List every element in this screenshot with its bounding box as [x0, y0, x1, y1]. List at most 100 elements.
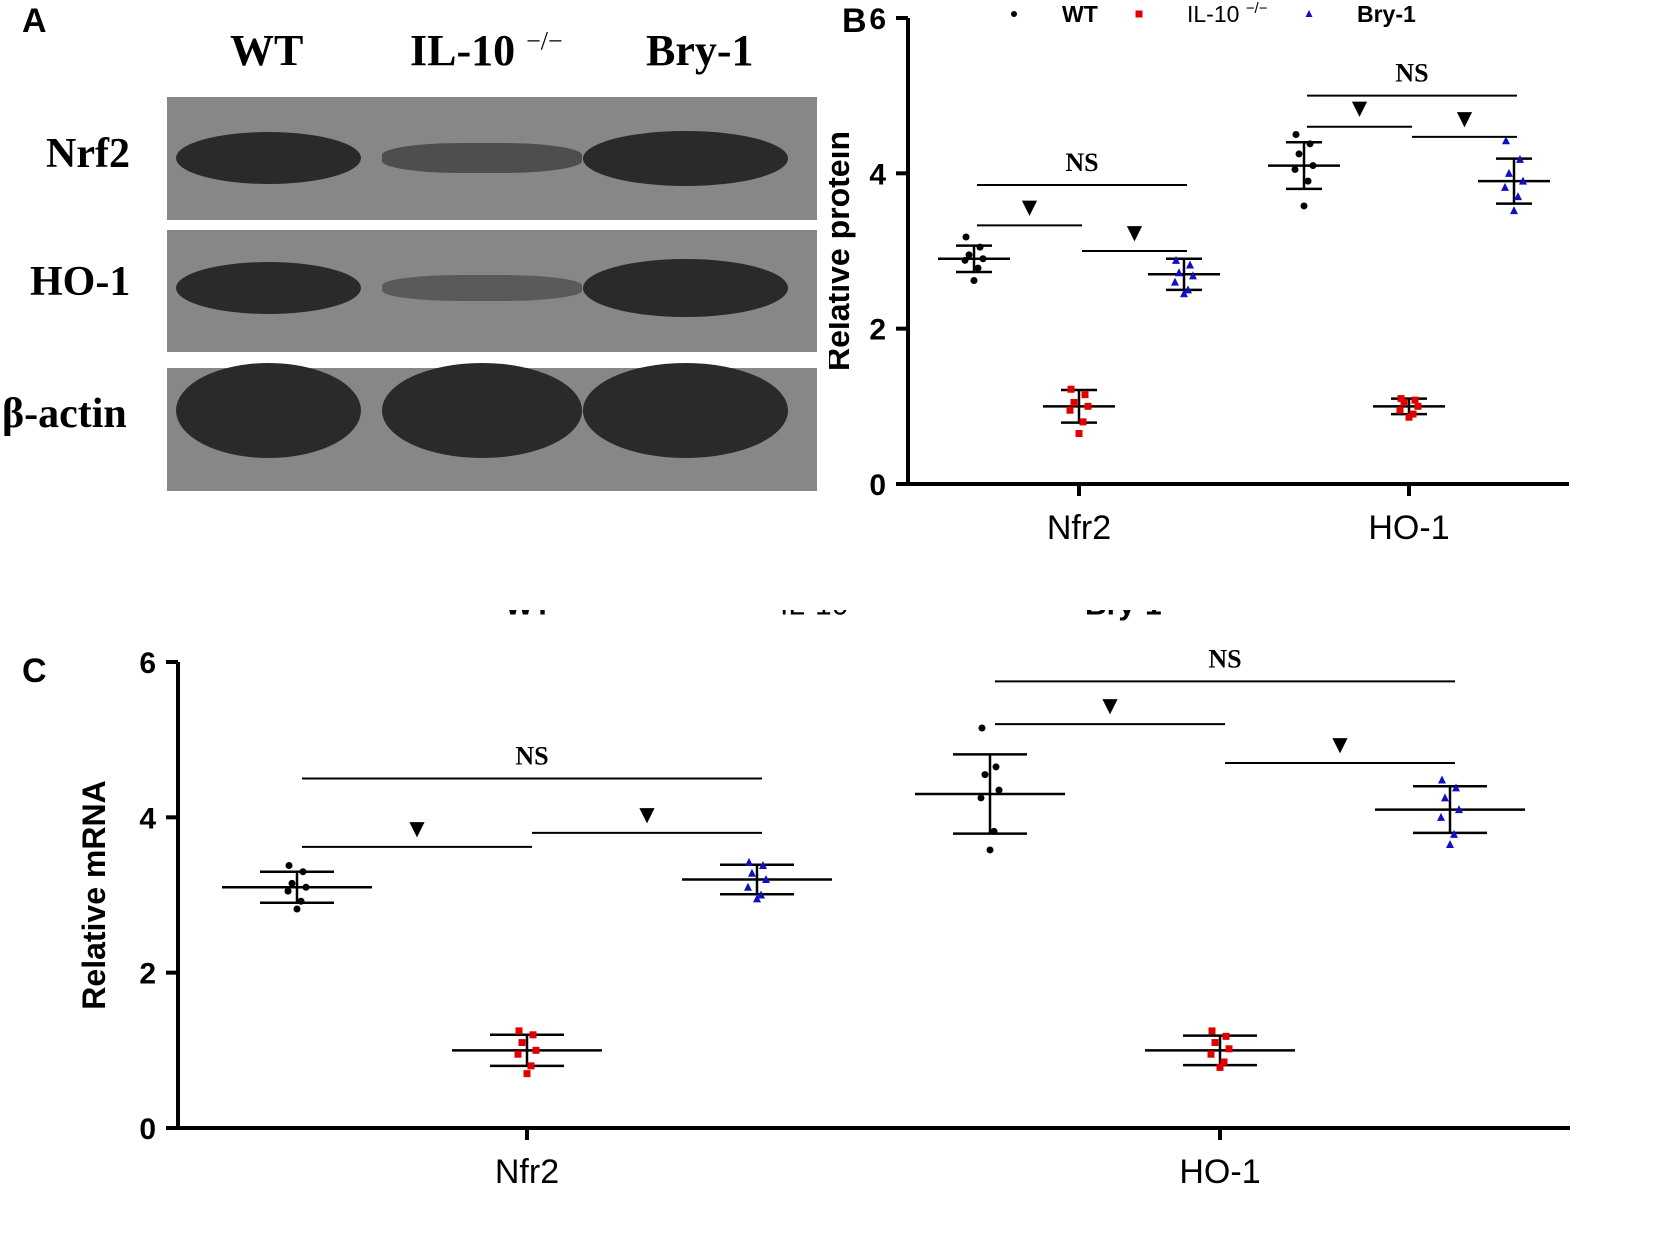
significance-marker: ▼	[1097, 690, 1123, 720]
y-tick-label: 4	[869, 158, 886, 191]
data-point	[1081, 391, 1089, 399]
data-point	[293, 905, 301, 913]
data-point	[1400, 398, 1408, 406]
blot-band	[583, 362, 788, 458]
legend-marker	[1305, 10, 1313, 17]
significance-marker: ▼	[1452, 103, 1478, 133]
data-point	[284, 887, 292, 895]
data-point	[527, 1062, 535, 1070]
data-point	[762, 874, 770, 883]
data-point	[976, 243, 984, 251]
x-tick-label: Nfr2	[495, 1153, 559, 1191]
chart-relative-protein: 0 2 4 6 Relative protein Nfr2 HO-1 NS ▼ ▼ NS ▼ ▼ WT IL…	[829, 0, 1569, 547]
data-point	[1452, 783, 1460, 792]
data-point	[529, 1031, 537, 1039]
blot-band	[583, 259, 788, 317]
data-point	[1405, 413, 1413, 421]
y-tick-label: 6	[869, 3, 886, 36]
data-point	[995, 786, 1003, 794]
data-point	[1067, 385, 1075, 393]
data-point	[1519, 176, 1527, 185]
ns-label: NS	[1065, 148, 1098, 177]
data-point	[1225, 1045, 1233, 1053]
data-point	[1184, 285, 1192, 294]
data-point	[523, 1070, 531, 1078]
data-point	[1397, 395, 1405, 403]
data-point	[1438, 775, 1446, 784]
ns-label: NS	[1208, 644, 1241, 673]
ns-label: NS	[1395, 59, 1428, 88]
data-point	[1180, 289, 1188, 298]
blot-band	[382, 143, 582, 173]
blot-band	[583, 130, 788, 186]
data-point	[1450, 829, 1458, 838]
data-point	[288, 879, 296, 887]
data-point	[748, 868, 756, 877]
data-point	[1510, 206, 1518, 215]
data-point	[514, 1050, 522, 1058]
data-point	[981, 771, 989, 779]
data-point	[974, 264, 982, 272]
data-point	[990, 827, 998, 835]
data-point	[1295, 150, 1303, 158]
data-point	[1304, 177, 1312, 185]
lane-label-il10: IL-10 −/−	[410, 26, 563, 75]
x-tick-label: HO-1	[1368, 509, 1449, 547]
data-point	[1306, 140, 1314, 148]
data-point	[1516, 154, 1524, 163]
data-point	[1066, 406, 1074, 414]
data-point	[753, 894, 761, 903]
lane-label-wt: WT	[230, 26, 304, 75]
data-point	[1208, 1027, 1216, 1035]
data-point	[1441, 793, 1449, 802]
data-point	[1300, 202, 1308, 210]
legend-marker	[1011, 11, 1017, 17]
data-point	[744, 882, 752, 891]
data-point	[1189, 271, 1197, 280]
y-axis-label: Relative protein	[829, 131, 856, 371]
data-point	[1172, 255, 1180, 264]
data-point	[1437, 812, 1445, 821]
legend-marker	[1135, 10, 1143, 18]
data-point	[1309, 162, 1317, 170]
data-point	[1075, 430, 1083, 438]
data-point	[965, 251, 973, 259]
panel-c-label: C	[22, 652, 47, 690]
panel-a-label: A	[22, 2, 47, 40]
data-point	[1070, 398, 1078, 406]
data-point	[1211, 1039, 1219, 1047]
row-label-nrf2: Nrf2	[46, 131, 130, 177]
data-point	[1514, 192, 1522, 201]
legend-label: IL-10 −/−	[1187, 0, 1267, 27]
row-label-beta-actin: β-actin	[2, 391, 127, 437]
y-tick-label: 0	[869, 469, 886, 502]
data-point	[745, 857, 753, 866]
y-axis-label: Relative mRNA	[76, 780, 112, 1009]
data-point	[1501, 182, 1509, 191]
blot-band	[176, 132, 361, 184]
significance-marker: ▼	[1327, 729, 1353, 759]
y-tick-label: 6	[139, 647, 156, 680]
row-label-ho1: HO-1	[30, 259, 131, 305]
chart-relative-mrna: 0 2 4 6 Relative mRNA Nfr2 HO-1 NS ▼ ▼ NS ▼ ▼ WT IL-10…	[76, 610, 1570, 1191]
data-point	[1291, 165, 1299, 173]
legend-label: IL-10 −/−	[780, 610, 885, 622]
y-tick-label: 2	[139, 958, 156, 991]
data-point	[1084, 402, 1092, 410]
blot-band	[176, 262, 361, 314]
blot-band	[176, 362, 361, 458]
data-point	[970, 277, 978, 285]
data-point	[1414, 402, 1422, 410]
data-point	[986, 846, 994, 854]
data-point	[1502, 136, 1510, 145]
lane-label-bry1: Bry-1	[646, 26, 754, 75]
ns-label: NS	[515, 742, 548, 771]
significance-marker: ▼	[1017, 191, 1043, 221]
blot-band	[382, 275, 582, 301]
data-point	[1079, 418, 1087, 426]
y-tick-label: 4	[139, 802, 156, 835]
significance-marker: ▼	[404, 813, 430, 843]
y-tick-label: 0	[139, 1113, 156, 1146]
data-point	[1220, 1058, 1228, 1066]
data-point	[977, 794, 985, 802]
